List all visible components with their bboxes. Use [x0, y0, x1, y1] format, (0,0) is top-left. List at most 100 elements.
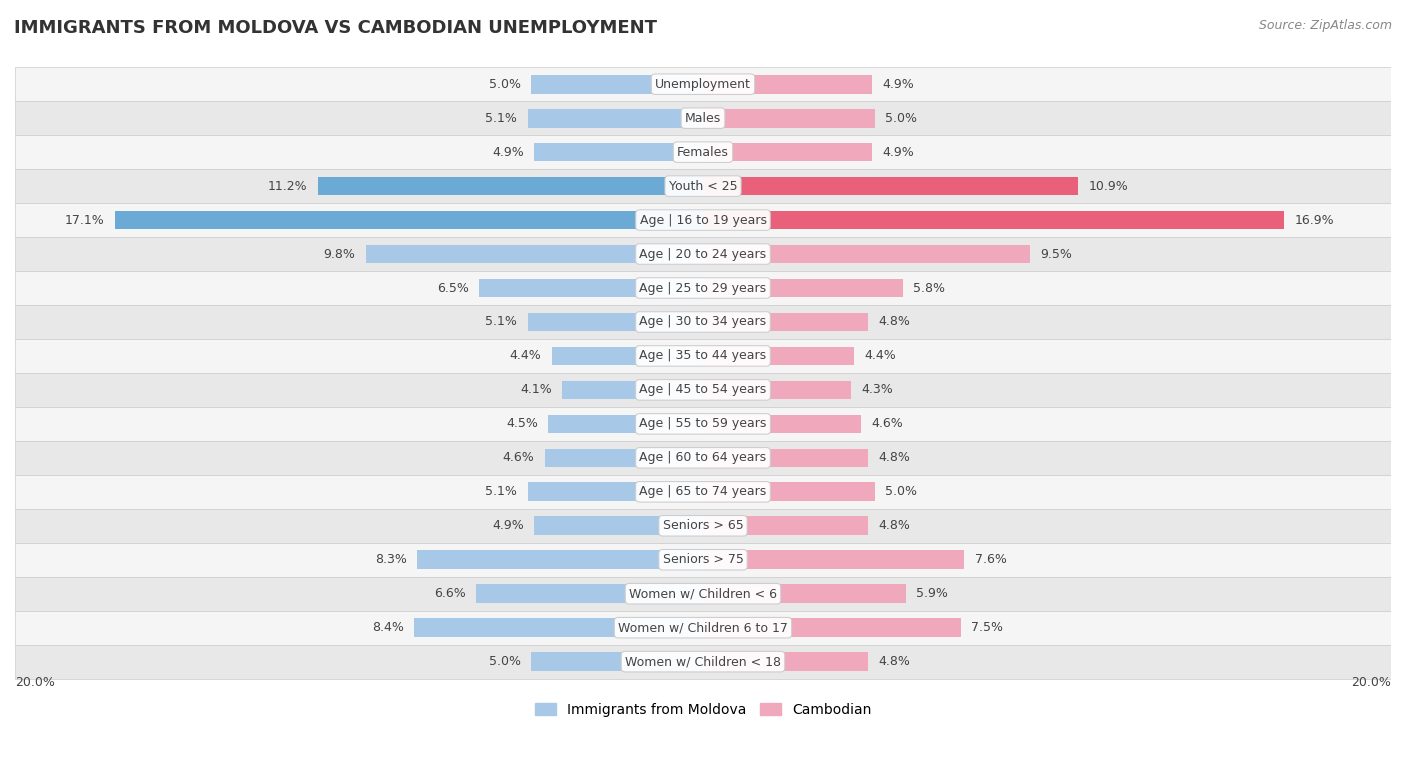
Bar: [703, 618, 960, 637]
Text: 16.9%: 16.9%: [1295, 213, 1334, 226]
Text: 4.3%: 4.3%: [862, 383, 893, 397]
Text: 5.1%: 5.1%: [485, 316, 517, 329]
Bar: [703, 109, 875, 127]
Bar: [703, 313, 868, 332]
Bar: [15, 645, 1391, 678]
Text: 4.8%: 4.8%: [879, 316, 910, 329]
Text: 4.8%: 4.8%: [879, 519, 910, 532]
Bar: [15, 543, 1391, 577]
Bar: [15, 373, 1391, 407]
Text: 5.1%: 5.1%: [485, 485, 517, 498]
Bar: [548, 415, 703, 433]
Bar: [703, 550, 965, 569]
Text: Age | 35 to 44 years: Age | 35 to 44 years: [640, 350, 766, 363]
Legend: Immigrants from Moldova, Cambodian: Immigrants from Moldova, Cambodian: [529, 697, 877, 722]
Text: 5.0%: 5.0%: [489, 78, 520, 91]
Bar: [15, 305, 1391, 339]
Bar: [15, 475, 1391, 509]
Text: 5.1%: 5.1%: [485, 112, 517, 125]
Text: Age | 60 to 64 years: Age | 60 to 64 years: [640, 451, 766, 464]
Text: Seniors > 65: Seniors > 65: [662, 519, 744, 532]
Text: IMMIGRANTS FROM MOLDOVA VS CAMBODIAN UNEMPLOYMENT: IMMIGRANTS FROM MOLDOVA VS CAMBODIAN UNE…: [14, 19, 657, 37]
Bar: [703, 584, 905, 603]
Text: 4.4%: 4.4%: [509, 350, 541, 363]
Text: 9.8%: 9.8%: [323, 248, 356, 260]
Text: 5.9%: 5.9%: [917, 587, 948, 600]
Bar: [413, 618, 703, 637]
Text: 4.4%: 4.4%: [865, 350, 897, 363]
Text: Seniors > 75: Seniors > 75: [662, 553, 744, 566]
Text: 4.9%: 4.9%: [882, 145, 914, 159]
Bar: [479, 279, 703, 298]
Text: 17.1%: 17.1%: [65, 213, 104, 226]
Bar: [15, 611, 1391, 645]
Bar: [703, 210, 1284, 229]
Bar: [703, 143, 872, 161]
Text: Age | 55 to 59 years: Age | 55 to 59 years: [640, 417, 766, 431]
Text: 10.9%: 10.9%: [1088, 179, 1128, 192]
Bar: [703, 415, 862, 433]
Text: Source: ZipAtlas.com: Source: ZipAtlas.com: [1258, 19, 1392, 32]
Text: 11.2%: 11.2%: [267, 179, 308, 192]
Text: Women w/ Children < 18: Women w/ Children < 18: [626, 655, 780, 668]
Bar: [15, 101, 1391, 136]
Text: Age | 65 to 74 years: Age | 65 to 74 years: [640, 485, 766, 498]
Text: Females: Females: [678, 145, 728, 159]
Text: 5.0%: 5.0%: [489, 655, 520, 668]
Text: Women w/ Children 6 to 17: Women w/ Children 6 to 17: [619, 621, 787, 634]
Bar: [15, 441, 1391, 475]
Bar: [703, 245, 1029, 263]
Text: 5.8%: 5.8%: [912, 282, 945, 294]
Bar: [15, 509, 1391, 543]
Text: 4.8%: 4.8%: [879, 655, 910, 668]
Bar: [15, 67, 1391, 101]
Bar: [15, 271, 1391, 305]
Text: Women w/ Children < 6: Women w/ Children < 6: [628, 587, 778, 600]
Text: Age | 25 to 29 years: Age | 25 to 29 years: [640, 282, 766, 294]
Bar: [15, 237, 1391, 271]
Text: 20.0%: 20.0%: [1351, 676, 1391, 689]
Bar: [551, 347, 703, 366]
Text: Youth < 25: Youth < 25: [669, 179, 737, 192]
Bar: [703, 347, 855, 366]
Bar: [544, 448, 703, 467]
Bar: [703, 75, 872, 94]
Bar: [562, 381, 703, 399]
Text: Age | 30 to 34 years: Age | 30 to 34 years: [640, 316, 766, 329]
Bar: [527, 109, 703, 127]
Bar: [15, 169, 1391, 203]
Text: 7.6%: 7.6%: [974, 553, 1007, 566]
Bar: [703, 653, 868, 671]
Text: 6.5%: 6.5%: [437, 282, 470, 294]
Bar: [418, 550, 703, 569]
Text: Unemployment: Unemployment: [655, 78, 751, 91]
Text: Age | 45 to 54 years: Age | 45 to 54 years: [640, 383, 766, 397]
Bar: [15, 203, 1391, 237]
Text: 4.6%: 4.6%: [503, 451, 534, 464]
Bar: [703, 279, 903, 298]
Bar: [527, 482, 703, 501]
Text: 8.4%: 8.4%: [371, 621, 404, 634]
Bar: [534, 143, 703, 161]
Text: 4.1%: 4.1%: [520, 383, 551, 397]
Bar: [703, 516, 868, 535]
Text: Males: Males: [685, 112, 721, 125]
Bar: [15, 136, 1391, 169]
Bar: [531, 653, 703, 671]
Bar: [534, 516, 703, 535]
Bar: [531, 75, 703, 94]
Bar: [318, 177, 703, 195]
Text: 6.6%: 6.6%: [434, 587, 465, 600]
Bar: [703, 448, 868, 467]
Text: 20.0%: 20.0%: [15, 676, 55, 689]
Bar: [366, 245, 703, 263]
Bar: [15, 407, 1391, 441]
Bar: [703, 482, 875, 501]
Text: 4.5%: 4.5%: [506, 417, 538, 431]
Text: 4.9%: 4.9%: [492, 519, 524, 532]
Bar: [477, 584, 703, 603]
Bar: [703, 381, 851, 399]
Text: 7.5%: 7.5%: [972, 621, 1004, 634]
Text: 8.3%: 8.3%: [375, 553, 408, 566]
Bar: [15, 339, 1391, 373]
